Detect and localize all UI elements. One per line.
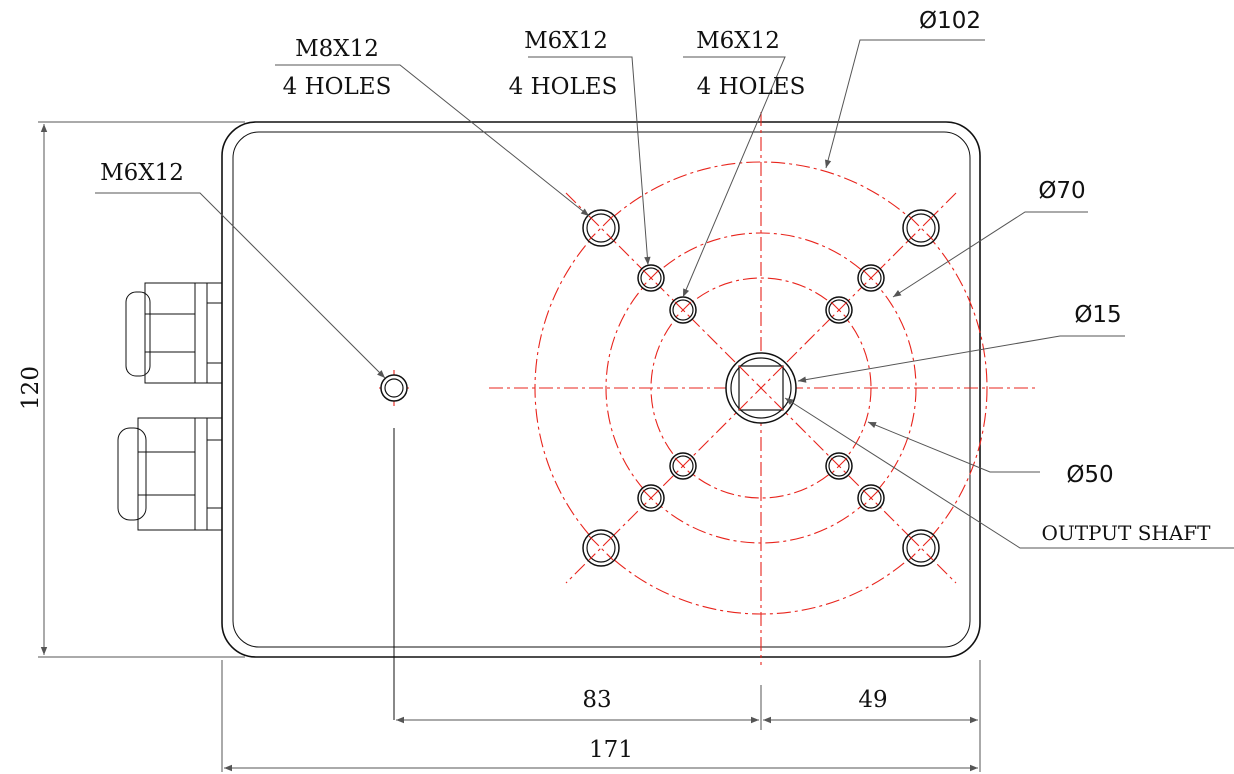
- m6-holes-70: [637, 264, 885, 512]
- dia-102-leader: [824, 39, 985, 169]
- dia-15-leader: [797, 335, 1125, 383]
- callout-labels: M8X12 4 HOLES M6X12 4 HOLES M6X12 4 HOLE…: [100, 8, 1211, 545]
- housing: [221, 121, 981, 658]
- m6-hole: [825, 296, 853, 324]
- cable-gland-upper: [125, 282, 223, 384]
- m6-hole: [637, 484, 665, 512]
- centerlines: [379, 112, 1036, 665]
- m6-inner-leader: [528, 56, 651, 266]
- m6-mid-thread-label: M6X12: [696, 28, 780, 54]
- m6-hole: [825, 452, 853, 480]
- m8-hole: [582, 529, 620, 567]
- extension-lines: [38, 121, 981, 772]
- m6-inner-holes-label: 4 HOLES: [509, 74, 618, 100]
- dim-171-label: 171: [589, 737, 633, 763]
- bolt-circle-70: [605, 232, 917, 544]
- leader-lines: [95, 39, 1234, 549]
- m6-hole: [669, 296, 697, 324]
- m6-hole: [857, 484, 885, 512]
- dim-49-label: 49: [858, 687, 887, 713]
- m6-mid-leader: [682, 56, 786, 298]
- m8-hole: [902, 209, 940, 247]
- bolt-circle-50: [650, 277, 872, 499]
- m6-holes-50: [669, 296, 853, 480]
- dia-50-leader: [867, 421, 1040, 473]
- m8-hole: [902, 529, 940, 567]
- height-120-label: 120: [18, 366, 44, 410]
- dia-70-label: Ø70: [1038, 178, 1085, 204]
- housing-inner-outline: [232, 131, 971, 648]
- dia-102-label: Ø102: [919, 8, 981, 34]
- housing-outer-outline: [221, 121, 981, 658]
- m6-hole: [637, 264, 665, 292]
- dia-70-leader: [892, 211, 1088, 298]
- dim-83-label: 83: [582, 687, 611, 713]
- m6-hole: [669, 452, 697, 480]
- output-shaft-label: OUTPUT SHAFT: [1041, 521, 1211, 545]
- m6-mid-holes-label: 4 HOLES: [697, 74, 806, 100]
- dia-15-label: Ø15: [1074, 302, 1121, 328]
- dimension-lines: [40, 124, 978, 772]
- m6-inner-thread-label: M6X12: [524, 28, 608, 54]
- m8-leader: [275, 64, 590, 217]
- m8-hole: [582, 209, 620, 247]
- output-shaft-leader: [784, 397, 1234, 549]
- cable-gland-lower: [117, 417, 223, 531]
- dimension-labels: 120 83 49 171: [18, 366, 888, 763]
- m8-holes-label: 4 HOLES: [283, 74, 392, 100]
- m6-hole: [857, 264, 885, 292]
- single-m6-hole: [380, 374, 408, 720]
- m6-single-leader: [95, 192, 386, 379]
- bolt-circle-102: [534, 161, 988, 615]
- dia-50-label: Ø50: [1066, 462, 1113, 488]
- m6-single-label: M6X12: [100, 160, 184, 186]
- output-shaft: [725, 352, 797, 424]
- m8-thread-label: M8X12: [295, 36, 379, 62]
- m8-holes: [582, 209, 940, 567]
- cable-glands: [117, 282, 223, 531]
